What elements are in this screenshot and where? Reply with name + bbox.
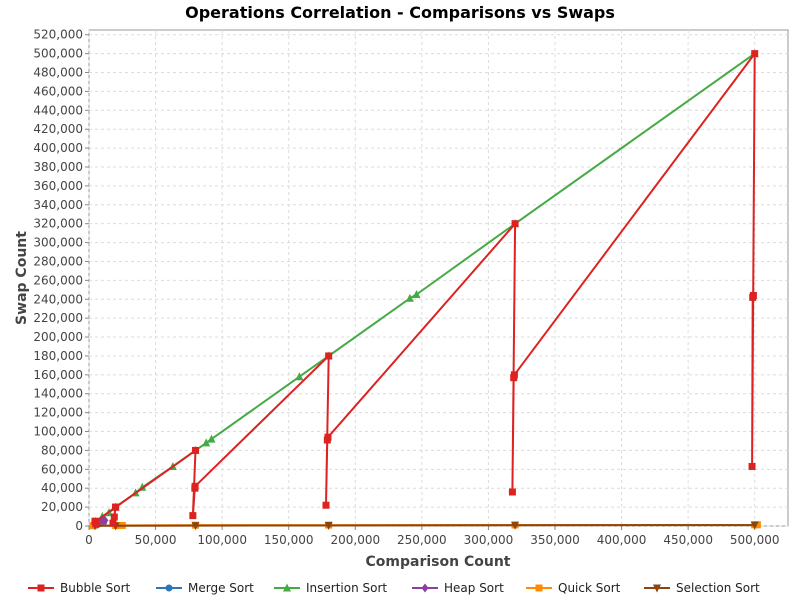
legend-item: Heap Sort	[412, 581, 504, 595]
data-point	[750, 521, 759, 530]
legend-marker	[653, 584, 661, 593]
x-tick-label: 350,000	[530, 533, 580, 547]
y-tick-label: 120,000	[33, 406, 83, 420]
y-tick-label: 340,000	[33, 198, 83, 212]
y-tick-label: 280,000	[33, 254, 83, 268]
y-tick-label: 220,000	[33, 311, 83, 325]
legend-item: Merge Sort	[156, 581, 254, 595]
data-point	[324, 522, 333, 531]
data-point	[753, 521, 761, 529]
data-point	[207, 434, 216, 443]
legend-marker	[535, 584, 543, 592]
legend: Bubble Sort Merge Sort Insertion Sort Heap …	[28, 581, 760, 595]
data-point	[412, 290, 421, 299]
data-point	[191, 482, 199, 490]
data-point	[322, 501, 330, 509]
y-tick-label: 40,000	[41, 481, 83, 495]
legend-marker	[421, 583, 429, 593]
y-tick-label: 500,000	[33, 47, 83, 61]
legend-label: Bubble Sort	[60, 581, 130, 595]
x-tick-label: 500,000	[730, 533, 780, 547]
y-tick-label: 160,000	[33, 368, 83, 382]
legend-item: Insertion Sort	[274, 581, 387, 595]
y-tick-label: 320,000	[33, 217, 83, 231]
data-point	[101, 515, 109, 525]
y-tick-label: 380,000	[33, 160, 83, 174]
y-tick-label: 260,000	[33, 273, 83, 287]
data-point	[508, 488, 516, 496]
x-tick-label: 450,000	[663, 533, 713, 547]
x-tick-label: 250,000	[397, 533, 447, 547]
data-point	[191, 522, 200, 531]
y-tick-label: 0	[75, 519, 83, 533]
data-point	[202, 438, 211, 447]
data-point	[749, 291, 757, 299]
data-point	[189, 512, 197, 520]
legend-item: Bubble Sort	[28, 581, 130, 595]
legend-marker	[165, 584, 173, 592]
y-tick-label: 360,000	[33, 179, 83, 193]
y-tick-label: 20,000	[41, 500, 83, 514]
x-tick-label: 100,000	[197, 533, 247, 547]
x-tick-label: 200,000	[330, 533, 380, 547]
legend-item: Quick Sort	[526, 581, 621, 595]
x-tick-label: 0	[85, 533, 93, 547]
data-point	[325, 352, 333, 360]
data-point	[92, 517, 100, 525]
y-tick-label: 180,000	[33, 349, 83, 363]
y-tick-label: 80,000	[41, 443, 83, 457]
data-point	[112, 503, 120, 511]
y-tick-label: 240,000	[33, 292, 83, 306]
axes: 0 20,000 40,000 60,000 80,000 100,000 120,000 1…	[33, 28, 779, 547]
x-tick-label: 400,000	[597, 533, 647, 547]
y-tick-label: 400,000	[33, 141, 83, 155]
legend-label: Insertion Sort	[306, 581, 387, 595]
legend-label: Quick Sort	[558, 581, 621, 595]
y-tick-label: 200,000	[33, 330, 83, 344]
legend-marker	[283, 583, 291, 592]
legend-label: Selection Sort	[676, 581, 760, 595]
data-point	[324, 433, 332, 441]
data-point	[405, 293, 414, 302]
data-point	[511, 521, 520, 530]
x-tick-label: 150,000	[264, 533, 314, 547]
data-point	[295, 372, 304, 381]
y-tick-label: 460,000	[33, 84, 83, 98]
legend-marker	[37, 584, 45, 592]
y-tick-label: 480,000	[33, 66, 83, 80]
data-point	[110, 513, 118, 521]
chart-title: Operations Correlation - Comparisons vs …	[185, 3, 615, 22]
y-tick-label: 420,000	[33, 122, 83, 136]
series-layer	[88, 49, 761, 531]
x-tick-label: 50,000	[135, 533, 177, 547]
legend-item: Selection Sort	[644, 581, 760, 595]
data-point	[192, 446, 200, 454]
data-point	[510, 371, 518, 379]
legend-label: Heap Sort	[444, 581, 504, 595]
y-axis-label: Swap Count	[14, 231, 30, 325]
data-point	[511, 220, 519, 228]
y-tick-label: 140,000	[33, 387, 83, 401]
y-tick-label: 440,000	[33, 103, 83, 117]
x-tick-label: 300,000	[464, 533, 514, 547]
series-bubble-sort	[91, 50, 759, 528]
data-point	[109, 519, 117, 527]
y-tick-label: 100,000	[33, 425, 83, 439]
legend-label: Merge Sort	[188, 581, 254, 595]
data-point	[751, 50, 759, 58]
y-tick-label: 60,000	[41, 462, 83, 476]
y-tick-label: 520,000	[33, 28, 83, 42]
y-tick-label: 300,000	[33, 236, 83, 250]
data-point	[748, 462, 756, 470]
x-axis-label: Comparison Count	[366, 554, 511, 570]
